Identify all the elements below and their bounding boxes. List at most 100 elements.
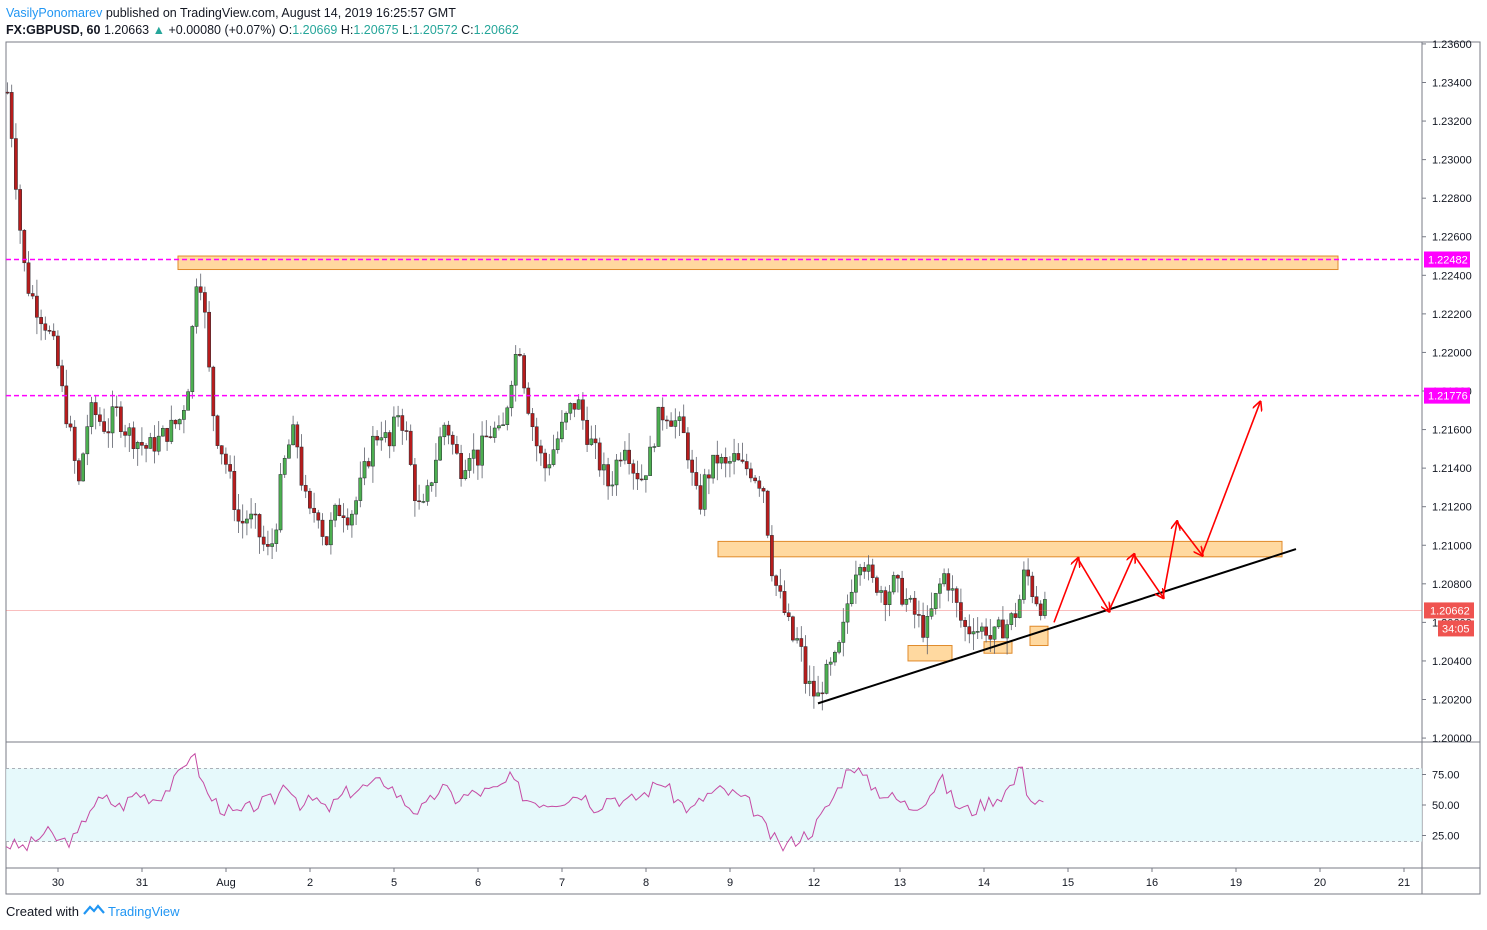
candle-body-down bbox=[316, 512, 321, 521]
candle-body-up bbox=[156, 435, 161, 452]
candle bbox=[635, 460, 640, 490]
candle bbox=[896, 573, 900, 593]
created-with-text: Created with bbox=[6, 904, 79, 919]
author-link[interactable]: VasilyPonomarev bbox=[6, 6, 103, 20]
time-tick-label: 14 bbox=[978, 877, 990, 889]
candle bbox=[539, 439, 543, 466]
candle-body-down bbox=[299, 446, 304, 486]
candle-body-down bbox=[770, 535, 774, 577]
candle bbox=[917, 600, 921, 628]
candle-body-down bbox=[618, 459, 623, 462]
price-tick-label: 1.22600 bbox=[1432, 232, 1472, 244]
candle-body-down bbox=[253, 513, 258, 516]
candle bbox=[728, 456, 732, 478]
candle bbox=[665, 415, 669, 430]
candle-body-down bbox=[295, 424, 300, 448]
candle-body-up bbox=[169, 419, 174, 442]
candle-body-down bbox=[1030, 575, 1035, 597]
candle bbox=[312, 492, 316, 523]
candle bbox=[1001, 606, 1005, 639]
time-tick-label: 6 bbox=[475, 877, 481, 889]
time-tick-label: 31 bbox=[136, 877, 148, 889]
time-tick-label: 21 bbox=[1398, 877, 1410, 889]
candle bbox=[639, 464, 644, 482]
candle bbox=[518, 348, 522, 357]
candle-body-up bbox=[879, 590, 883, 593]
candle-body-down bbox=[408, 430, 413, 465]
rsi-tick-label: 50.00 bbox=[1432, 800, 1460, 812]
candle bbox=[463, 459, 468, 481]
price-tick-label: 1.23200 bbox=[1432, 116, 1472, 128]
candle bbox=[408, 424, 413, 467]
candle bbox=[299, 434, 304, 491]
candle bbox=[329, 512, 333, 555]
candle-body-up bbox=[278, 474, 283, 531]
candle-body-down bbox=[736, 453, 741, 461]
candle-body-down bbox=[786, 612, 791, 618]
candle bbox=[135, 440, 140, 466]
tradingview-brand[interactable]: TradingView bbox=[108, 904, 180, 919]
candle-body-up bbox=[362, 461, 367, 479]
candle-body-up bbox=[652, 446, 657, 448]
candle-body-down bbox=[211, 366, 216, 417]
candle-body-down bbox=[165, 428, 169, 442]
candle bbox=[564, 411, 568, 430]
candle-body-down bbox=[530, 413, 535, 428]
candle bbox=[102, 408, 106, 434]
candle-body-up bbox=[1005, 624, 1009, 639]
candle-body-down bbox=[341, 515, 346, 518]
candle-body-up bbox=[992, 626, 997, 640]
price-chart[interactable]: 1.23600 1.23400 1.23200 1.23000 1.22800 1.226… bbox=[0, 0, 1487, 900]
candle bbox=[942, 568, 946, 587]
candle-body-down bbox=[312, 507, 316, 513]
candle-body-up bbox=[249, 513, 253, 520]
candle bbox=[26, 251, 31, 297]
candle bbox=[282, 455, 287, 478]
candle-body-up bbox=[795, 638, 799, 641]
candle bbox=[51, 323, 56, 341]
candle bbox=[954, 586, 959, 618]
candle bbox=[589, 425, 594, 447]
candle bbox=[396, 405, 400, 427]
candle-body-down bbox=[173, 419, 178, 425]
symbol-label: FX:GBPUSD, 60 bbox=[6, 23, 101, 37]
candle-body-up bbox=[505, 407, 510, 425]
candle-body-up bbox=[644, 475, 648, 480]
candle bbox=[597, 437, 602, 477]
candle bbox=[434, 443, 438, 497]
candle bbox=[333, 503, 337, 528]
candle-body-up bbox=[887, 591, 892, 605]
price-tick-label: 1.21600 bbox=[1432, 425, 1472, 437]
candle-body-up bbox=[463, 470, 468, 479]
candle bbox=[648, 435, 652, 476]
candle-body-up bbox=[383, 432, 388, 438]
candle-body-up bbox=[438, 436, 442, 461]
candle bbox=[971, 618, 976, 650]
rsi-tick-label: 25.00 bbox=[1432, 831, 1460, 843]
candle-body-down bbox=[387, 432, 392, 447]
candle bbox=[270, 528, 274, 560]
candle bbox=[912, 591, 917, 629]
candle-body-up bbox=[513, 354, 518, 386]
open-label: O: bbox=[279, 23, 293, 37]
candle bbox=[526, 382, 531, 416]
candle bbox=[551, 434, 556, 467]
candle-body-down bbox=[337, 504, 342, 516]
candle bbox=[988, 618, 993, 653]
candle bbox=[698, 473, 703, 515]
candle bbox=[568, 402, 573, 421]
candle-body-down bbox=[455, 444, 459, 454]
candle bbox=[72, 420, 77, 474]
candle-body-up bbox=[891, 575, 896, 593]
candle bbox=[761, 486, 766, 504]
candle-body-up bbox=[728, 461, 732, 464]
candle-body-down bbox=[203, 292, 207, 313]
candle bbox=[446, 420, 451, 445]
candle-body-down bbox=[240, 520, 245, 524]
candle-body-down bbox=[1013, 613, 1018, 618]
candle-body-down bbox=[47, 330, 52, 332]
price-tick-label: 1.23000 bbox=[1432, 155, 1472, 167]
candle-body-up bbox=[177, 419, 182, 425]
candle bbox=[425, 479, 430, 506]
candle bbox=[702, 468, 707, 517]
